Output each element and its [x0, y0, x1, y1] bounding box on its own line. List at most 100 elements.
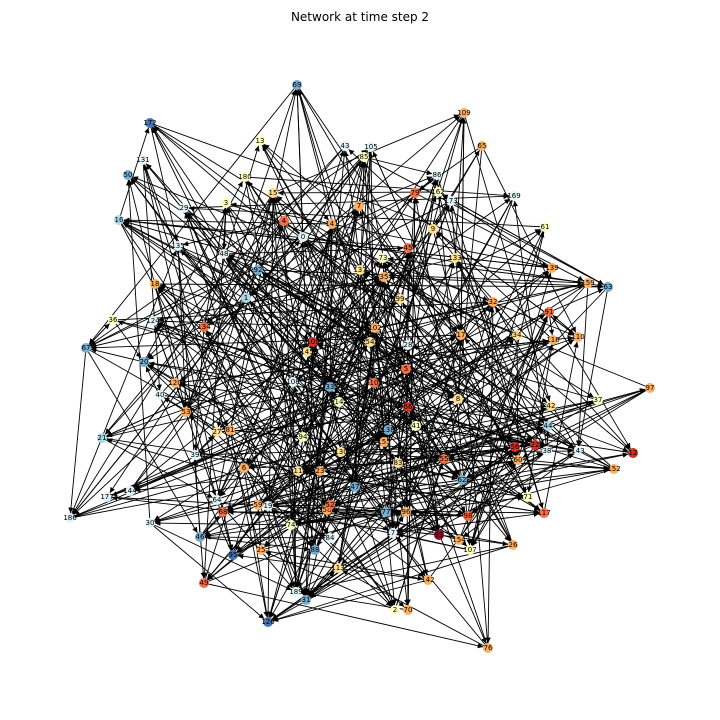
edge: [194, 261, 380, 456]
node-134: 134: [197, 322, 211, 332]
node-circle: [393, 458, 403, 468]
node-label: 25: [257, 546, 266, 554]
node-circle: [439, 454, 449, 464]
edge: [218, 156, 365, 496]
node-43: 43: [340, 141, 350, 151]
node-label: 68: [219, 508, 228, 516]
node-circle: [308, 337, 318, 347]
edge: [149, 522, 292, 591]
edge: [243, 467, 405, 608]
edge: [142, 159, 234, 551]
node-label: 84: [326, 534, 335, 542]
node-label: 77: [382, 508, 391, 516]
node-44: 44: [543, 421, 553, 431]
node-label: 27: [213, 428, 222, 436]
edge: [227, 334, 518, 510]
node-label: 159: [581, 279, 594, 287]
edge: [543, 341, 579, 514]
node-label: 145: [300, 348, 313, 356]
node-label: 116: [546, 336, 560, 344]
node-label: 40: [156, 391, 165, 399]
node-86: 86: [432, 170, 442, 180]
edge: [106, 341, 314, 437]
node-circle: [291, 587, 301, 597]
node-label: 0: [301, 233, 305, 241]
edge: [312, 198, 511, 343]
node-label: 59: [254, 501, 263, 509]
node-circle: [228, 550, 238, 560]
edge: [363, 156, 604, 286]
node-73: 73: [378, 253, 388, 263]
edge: [85, 323, 110, 349]
node-circle: [628, 448, 638, 458]
node-circle: [268, 188, 278, 198]
node-55: 55: [439, 454, 449, 464]
node-circle: [542, 446, 552, 456]
node-label: 26: [509, 541, 518, 549]
node-13: 13: [255, 136, 265, 146]
edge: [218, 205, 360, 496]
edge: [149, 122, 545, 424]
node-label: 88: [311, 546, 320, 554]
node-circle: [546, 401, 556, 411]
edge: [268, 269, 361, 618]
node-88: 88: [310, 545, 320, 555]
node-169: 169: [507, 191, 521, 201]
node-48: 48: [219, 249, 229, 259]
node-28: 28: [403, 340, 413, 350]
node-17: 17: [456, 330, 466, 340]
edge: [405, 349, 411, 513]
edge: [384, 262, 514, 546]
node-180: 180: [238, 172, 252, 182]
edge: [388, 257, 456, 277]
node-label: 6: [242, 464, 247, 472]
edge: [267, 228, 333, 507]
node-label: 102: [368, 324, 381, 332]
edge: [405, 368, 629, 452]
node-circle: [173, 241, 183, 251]
node-177: 177: [100, 492, 114, 502]
node-2: 2: [390, 605, 400, 615]
edge: [192, 459, 201, 538]
node-circle: [179, 203, 189, 213]
node-label: 61: [541, 223, 550, 231]
edge: [331, 509, 514, 546]
edge: [317, 342, 407, 370]
node-108: 108: [286, 377, 300, 387]
edge: [267, 446, 511, 507]
edge: [374, 327, 455, 397]
node-label: 154: [452, 536, 466, 544]
edge: [316, 247, 409, 339]
edge: [292, 381, 404, 509]
node-circle: [453, 394, 463, 404]
node-circle: [239, 463, 249, 473]
edge: [230, 202, 553, 269]
node-1: 1: [241, 293, 251, 303]
node-circle: [548, 335, 558, 345]
edge: [442, 194, 609, 288]
edge: [354, 161, 367, 488]
edge: [105, 146, 372, 435]
node-144: 144: [123, 486, 137, 496]
node-26: 26: [508, 540, 518, 550]
node-label: 100: [306, 338, 319, 346]
edge: [159, 284, 371, 343]
node-circle: [253, 265, 263, 275]
node-circle: [190, 450, 200, 460]
node-label: 39: [191, 451, 200, 459]
edge: [118, 127, 150, 221]
node-label: 107: [463, 546, 476, 554]
node-circle: [263, 501, 273, 511]
edge: [397, 462, 429, 576]
edge: [397, 430, 415, 464]
node-label: 7: [357, 202, 361, 210]
edge: [515, 334, 521, 456]
node-circle: [450, 253, 460, 263]
node-circle: [454, 535, 464, 545]
node-label: 65: [478, 142, 487, 150]
edge: [151, 127, 321, 472]
edge: [296, 84, 370, 338]
edge: [189, 415, 245, 469]
edge: [358, 205, 533, 442]
edge: [443, 458, 610, 472]
